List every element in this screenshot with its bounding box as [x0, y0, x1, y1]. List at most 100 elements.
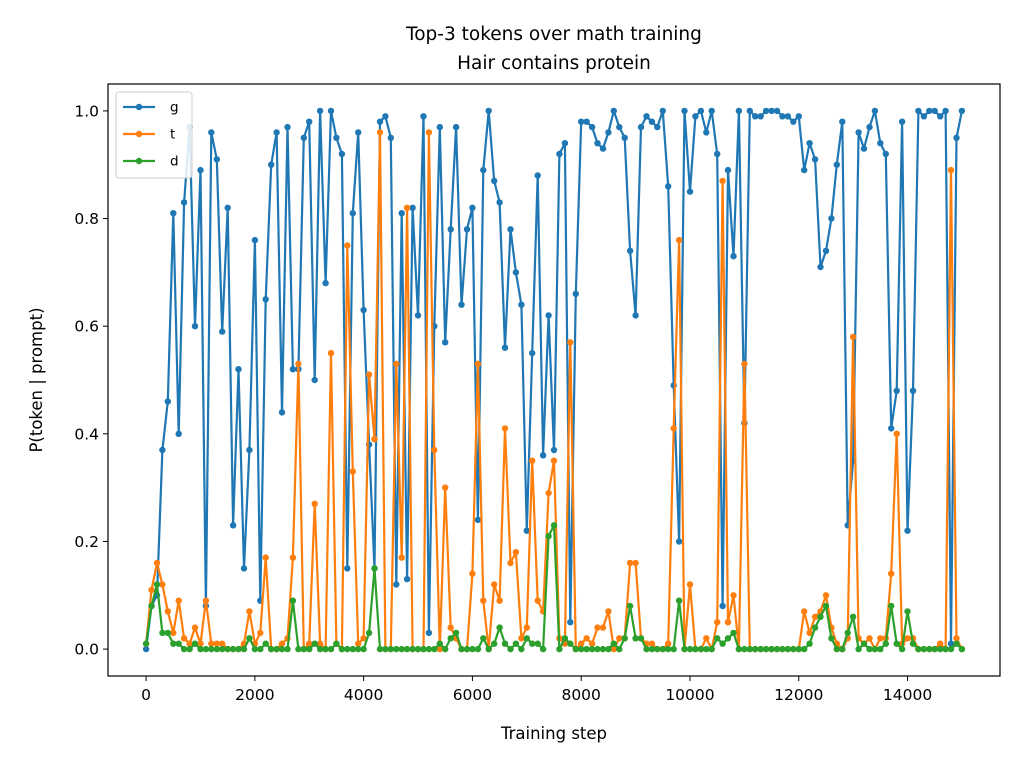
data-point-d	[452, 629, 460, 637]
data-point-g	[240, 565, 248, 572]
data-point-g	[550, 446, 558, 454]
data-point-d	[371, 565, 378, 572]
x-tick-label: 4000	[344, 686, 383, 704]
data-point-g	[953, 134, 960, 141]
data-point-g	[338, 150, 346, 158]
data-point-t	[703, 635, 710, 642]
data-point-t	[822, 592, 830, 599]
data-point-t	[398, 554, 405, 561]
data-point-d	[681, 645, 688, 653]
data-point-t	[491, 581, 498, 588]
data-point-d	[942, 645, 949, 653]
data-point-t	[360, 635, 367, 642]
data-point-d	[507, 645, 514, 653]
data-point-d	[469, 645, 476, 653]
data-point-d	[616, 645, 623, 653]
data-point-t	[164, 608, 171, 615]
data-point-d	[773, 645, 781, 653]
data-point-t	[741, 360, 748, 368]
data-point-g	[958, 107, 966, 115]
data-point-d	[420, 645, 427, 653]
data-point-t	[316, 640, 324, 647]
data-point-t	[480, 597, 487, 604]
data-point-t	[665, 640, 672, 647]
data-point-d	[920, 645, 928, 653]
data-point-d	[811, 624, 819, 631]
data-point-g	[197, 166, 204, 174]
data-point-t	[365, 371, 373, 378]
data-point-t	[529, 457, 536, 464]
data-point-g	[686, 188, 694, 195]
data-point-d	[931, 645, 938, 653]
data-point-t	[730, 592, 737, 599]
data-point-g	[643, 113, 650, 120]
data-point-g	[817, 263, 824, 271]
data-point-g	[567, 619, 574, 626]
data-point-g	[180, 199, 188, 206]
data-point-t	[191, 624, 199, 631]
data-point-g	[480, 166, 487, 174]
data-point-g	[882, 150, 889, 158]
data-point-d	[333, 640, 340, 647]
data-point-g	[534, 172, 541, 179]
data-point-t	[806, 629, 813, 637]
data-point-g	[648, 118, 656, 125]
x-tick-label: 0	[141, 686, 151, 704]
data-point-d	[898, 645, 906, 653]
data-point-t	[626, 559, 634, 567]
data-point-d	[148, 602, 155, 610]
data-point-g	[393, 581, 400, 588]
data-point-d	[643, 645, 650, 653]
data-point-d	[708, 645, 715, 653]
data-point-g	[822, 247, 830, 254]
data-point-g	[675, 538, 683, 545]
data-point-d	[431, 645, 438, 653]
data-point-g	[757, 113, 764, 120]
data-point-d	[828, 635, 835, 642]
data-point-g	[327, 107, 335, 115]
data-point-d	[692, 645, 699, 653]
data-point-g	[425, 629, 433, 637]
data-point-d	[545, 532, 552, 540]
data-point-g	[697, 107, 705, 115]
data-point-g	[545, 312, 552, 319]
data-point-g	[855, 129, 862, 136]
chart-subtitle: Hair contains protein	[457, 53, 651, 74]
data-point-g	[708, 107, 715, 115]
data-point-d	[349, 645, 356, 653]
data-point-d	[534, 640, 541, 647]
data-point-g	[561, 140, 569, 147]
data-point-t	[425, 129, 433, 136]
data-point-t	[583, 635, 590, 642]
series-g	[142, 107, 966, 653]
data-point-g	[703, 129, 710, 136]
data-point-d	[686, 645, 694, 653]
data-point-d	[257, 645, 264, 653]
data-point-d	[376, 645, 384, 653]
data-point-t	[349, 468, 356, 475]
data-point-g	[469, 204, 476, 211]
data-point-g	[773, 107, 781, 115]
data-point-d	[229, 645, 237, 653]
data-point-d	[425, 645, 433, 653]
data-point-d	[360, 645, 367, 653]
data-point-d	[398, 645, 405, 653]
legend-label-g: g	[170, 100, 179, 116]
x-tick-label: 2000	[235, 686, 274, 704]
data-point-d	[762, 645, 770, 653]
data-point-g	[507, 226, 514, 233]
data-point-t	[153, 559, 161, 567]
data-point-g	[947, 640, 955, 647]
data-point-d	[496, 624, 503, 631]
data-point-t	[534, 597, 541, 604]
data-point-g	[833, 161, 840, 168]
data-point-d	[273, 645, 280, 653]
data-point-g	[491, 177, 498, 185]
data-point-d	[567, 640, 574, 647]
data-point-t	[719, 177, 726, 185]
data-point-g	[724, 166, 732, 174]
data-point-t	[278, 640, 286, 647]
data-point-g	[316, 107, 324, 115]
data-point-d	[605, 645, 612, 653]
x-tick-label: 12000	[774, 686, 823, 704]
